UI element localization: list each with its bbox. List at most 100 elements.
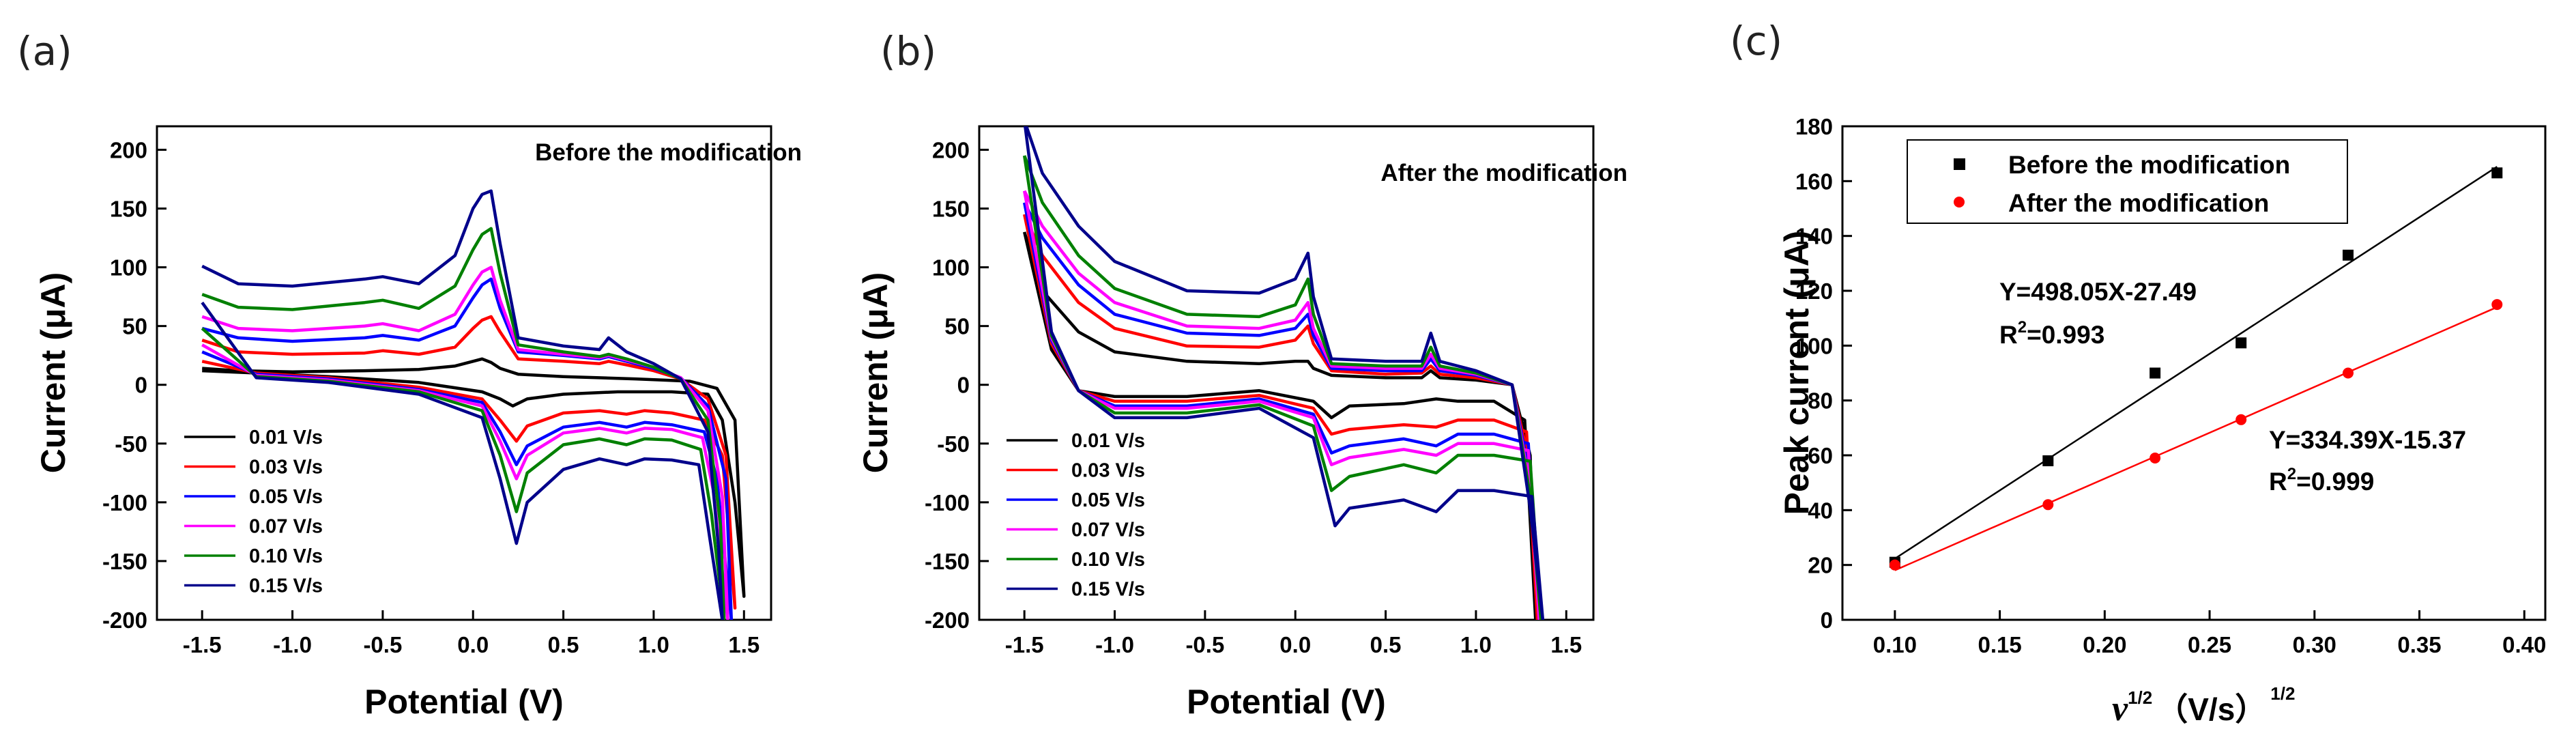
c-point-0-5 xyxy=(2491,167,2503,179)
panel-b: (b) -1.5 -1.0 -0.5 0.0 0.5 1.0 1.5 -200 -150 -100… xyxy=(856,28,1627,721)
c-point-1-2 xyxy=(2150,453,2161,464)
legend-label-after: After the modification xyxy=(2008,189,2269,217)
c-fit-line-1 xyxy=(1894,306,2498,571)
a-legend-label-4: 0.10 V/s xyxy=(249,545,323,567)
c-y-tick-label: 40 xyxy=(1808,498,1833,523)
x-axis-symbol-sup-c: 1/2 xyxy=(2128,687,2152,708)
x-axis-unit-sup-c: 1/2 xyxy=(2270,683,2295,704)
panel-label-c: (c) xyxy=(1730,18,1782,64)
a-y-tick-label: -150 xyxy=(102,549,147,574)
a-legend-label-1: 0.03 V/s xyxy=(249,457,323,479)
a-x-tick-label: -1.5 xyxy=(183,632,222,657)
equation-before: Y=498.05X-27.49 xyxy=(1999,278,2197,306)
a-x-tick-label: -0.5 xyxy=(363,632,402,657)
series-lines-a xyxy=(201,189,746,620)
c-point-0-1 xyxy=(2042,455,2054,467)
a-legend-label-2: 0.05 V/s xyxy=(249,486,323,508)
b-y-tick-label: 200 xyxy=(932,137,970,162)
c-y-tick-label: 80 xyxy=(1808,388,1833,414)
plot-title-a: Before the modification xyxy=(535,139,802,166)
b-x-tick-label: 1.0 xyxy=(1460,632,1492,657)
c-y-tick-label: 160 xyxy=(1795,169,1833,194)
b-y-tick-label: -200 xyxy=(925,608,970,633)
b-y-tick-label: 100 xyxy=(932,255,970,281)
a-series-line-1 xyxy=(201,315,737,610)
c-point-0-2 xyxy=(2150,367,2161,379)
c-point-1-0 xyxy=(1889,559,1900,571)
r2-before-label: R xyxy=(1999,321,2018,349)
b-x-tick-label: -1.0 xyxy=(1095,632,1134,657)
plot-title-b: After the modification xyxy=(1380,160,1627,186)
r2-before-value: =0.993 xyxy=(2027,321,2104,349)
b-legend-label-1: 0.03 V/s xyxy=(1071,460,1145,482)
axis-ticks-a: -1.5 -1.0 -0.5 0.0 0.5 1.0 1.5 -200 -150 -100 -50 0… xyxy=(102,137,759,657)
plot-frame-b xyxy=(978,125,1595,621)
a-series-line-0 xyxy=(202,357,746,598)
r2-after-label: R xyxy=(2269,468,2287,496)
b-x-tick-label: 0.0 xyxy=(1279,632,1311,657)
b-legend-label-5: 0.15 V/s xyxy=(1071,579,1145,601)
c-y-tick-label: 0 xyxy=(1821,608,1833,633)
axis-ticks-b: -1.5 -1.0 -0.5 0.0 0.5 1.0 1.5 -200 -150 -100 -50 0… xyxy=(925,137,1582,657)
c-x-tick-label: 0.10 xyxy=(1873,632,1917,657)
x-axis-title-b: Potential (V) xyxy=(1187,683,1386,721)
panel-c: (c) 0.10 0.15 0.20 0.25 0.30 0.35 0.40 0 20 40 60 8… xyxy=(1730,18,2547,728)
a-y-tick-label: -50 xyxy=(115,431,147,457)
b-y-tick-label: -50 xyxy=(937,431,970,457)
x-axis-symbol-c: ν xyxy=(2112,689,2128,728)
b-series-line-5 xyxy=(1024,126,1545,620)
b-x-tick-label: 0.5 xyxy=(1370,632,1402,657)
a-y-tick-label: 0 xyxy=(135,373,147,398)
a-legend-label-5: 0.15 V/s xyxy=(249,575,323,597)
legend-marker-before xyxy=(1954,158,1965,170)
a-x-tick-label: 0.5 xyxy=(548,632,579,657)
a-y-tick-label: 200 xyxy=(110,137,147,162)
b-x-tick-label: -1.5 xyxy=(1005,632,1044,657)
b-legend-label-4: 0.10 V/s xyxy=(1071,549,1145,571)
a-legend-label-0: 0.01 V/s xyxy=(249,427,323,448)
legend-a: 0.01 V/s 0.03 V/s 0.05 V/s 0.07 V/s 0.10 V/s… xyxy=(184,427,323,597)
a-x-tick-label: -1.0 xyxy=(273,632,312,657)
c-x-tick-label: 0.20 xyxy=(2083,632,2126,657)
legend-label-before: Before the modification xyxy=(2008,151,2290,179)
c-y-tick-label: 120 xyxy=(1795,279,1833,304)
b-legend-label-3: 0.07 V/s xyxy=(1071,519,1145,541)
c-x-tick-label: 0.40 xyxy=(2502,632,2546,657)
r2-after-value: =0.999 xyxy=(2296,468,2374,496)
c-x-tick-label: 0.35 xyxy=(2397,632,2441,657)
panel-label-a: (a) xyxy=(17,28,72,74)
b-x-tick-label: -0.5 xyxy=(1185,632,1224,657)
axis-ticks-c: 0.10 0.15 0.20 0.25 0.30 0.35 0.40 0 20 40 60 80 100… xyxy=(1795,114,2546,657)
c-x-tick-label: 0.30 xyxy=(2293,632,2336,657)
legend-b: 0.01 V/s 0.03 V/s 0.05 V/s 0.07 V/s 0.10 V/s… xyxy=(1007,430,1145,601)
a-x-tick-label: 1.5 xyxy=(728,632,759,657)
plot-frame-a xyxy=(156,125,772,621)
a-series-line-4 xyxy=(201,227,726,620)
data-points-c xyxy=(1889,167,2503,571)
b-y-tick-label: -150 xyxy=(925,549,970,574)
y-axis-title-c: Peak current (μA) xyxy=(1778,231,1816,515)
y-axis-title-b: Current (μA) xyxy=(856,272,895,473)
c-point-1-4 xyxy=(2342,367,2354,379)
r2-after: R2=0.999 xyxy=(2269,465,2374,496)
c-y-tick-label: 100 xyxy=(1795,333,1833,358)
a-y-tick-label: -200 xyxy=(102,608,147,633)
c-y-tick-label: 20 xyxy=(1808,553,1833,578)
b-legend-label-2: 0.05 V/s xyxy=(1071,489,1145,511)
c-point-0-3 xyxy=(2235,337,2247,349)
c-y-tick-label: 180 xyxy=(1795,114,1833,139)
b-x-tick-label: 1.5 xyxy=(1550,632,1582,657)
a-x-tick-label: 1.0 xyxy=(638,632,669,657)
b-y-tick-label: -100 xyxy=(925,490,970,515)
a-legend-label-3: 0.07 V/s xyxy=(249,516,323,538)
a-y-tick-label: 150 xyxy=(110,197,147,222)
a-series-line-3 xyxy=(201,266,729,620)
panel-a: (a) -1.5 -1.0 -0.5 0.0 0.5 1.0 1.5 -200 -150 -100… xyxy=(17,28,802,721)
b-y-tick-label: 0 xyxy=(957,373,970,398)
r2-after-sup: 2 xyxy=(2287,465,2296,483)
b-y-tick-label: 150 xyxy=(932,197,970,222)
a-y-tick-label: 100 xyxy=(110,255,147,281)
a-y-tick-label: 50 xyxy=(122,314,147,339)
x-axis-title-a: Potential (V) xyxy=(364,683,564,721)
